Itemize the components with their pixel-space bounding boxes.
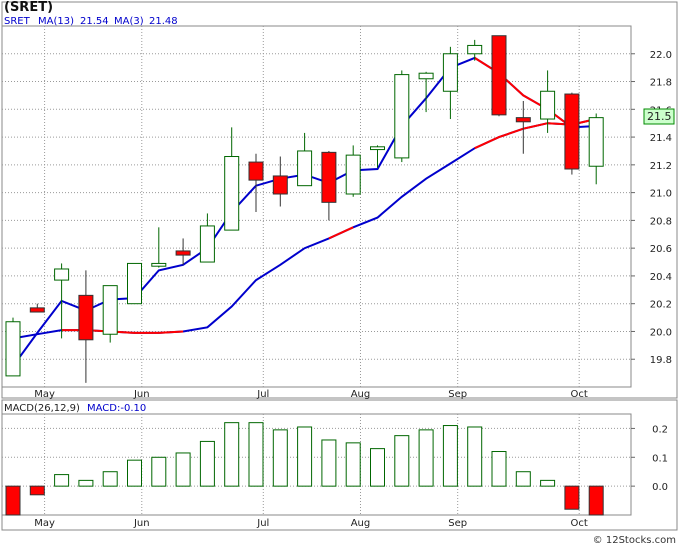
ma3-label: MA(3) bbox=[114, 16, 144, 27]
macd-x-tick-label: Sep bbox=[448, 518, 467, 529]
candle-down bbox=[564, 93, 580, 170]
macd-bar-positive bbox=[321, 439, 337, 487]
macd-bar-positive bbox=[515, 471, 531, 487]
price-candles bbox=[5, 35, 604, 383]
candle-up bbox=[5, 321, 21, 377]
candle-down bbox=[491, 35, 507, 116]
ma3-declining-segment bbox=[474, 57, 573, 129]
macd-bar-negative bbox=[5, 485, 21, 516]
price-y-tick-label: 19.8 bbox=[650, 355, 672, 366]
price-y-tick-label: 20.8 bbox=[650, 216, 672, 227]
macd-bar-positive bbox=[467, 426, 483, 487]
macd-bar-positive bbox=[394, 435, 410, 487]
macd-bar-positive bbox=[102, 471, 118, 487]
macd-y-tick-label: 0.1 bbox=[652, 453, 668, 464]
macd-histogram bbox=[5, 422, 604, 516]
candle-up bbox=[370, 146, 385, 151]
candle-up bbox=[151, 262, 167, 267]
macd-x-tick-label: Jul bbox=[256, 518, 269, 529]
price-plot-area bbox=[1, 25, 632, 388]
price-x-tick-label: Oct bbox=[571, 389, 588, 400]
price-y-tick-label: 20.0 bbox=[650, 327, 672, 338]
macd-x-tick-label: May bbox=[34, 518, 55, 529]
price-y-tick-label: 21.8 bbox=[650, 78, 672, 89]
candle-down bbox=[321, 151, 337, 203]
candle-up bbox=[199, 225, 215, 263]
candle-up bbox=[224, 156, 240, 231]
price-y-tick-label: 21.4 bbox=[650, 133, 672, 144]
last-price-badge bbox=[643, 108, 675, 125]
candle-up bbox=[394, 74, 410, 159]
macd-bar-positive bbox=[442, 425, 458, 487]
macd-y-tick-label: 0.2 bbox=[652, 424, 668, 435]
price-y-tick-label: 21.2 bbox=[650, 161, 672, 172]
ma13-declining-segment bbox=[328, 226, 354, 240]
price-x-tick-label: May bbox=[34, 389, 55, 400]
ma13-label: MA(13) bbox=[38, 16, 74, 27]
macd-bar-positive bbox=[418, 429, 434, 487]
ma3-value: 21.48 bbox=[149, 16, 178, 27]
macd-x-tick-label: Jun bbox=[133, 518, 150, 529]
macd-bar-negative bbox=[588, 485, 604, 516]
price-x-axis: May Jun Jul Aug Sep Oct bbox=[34, 389, 588, 400]
macd-y-tick-label: 0.0 bbox=[652, 482, 668, 493]
macd-bar-positive bbox=[78, 479, 94, 487]
price-y-tick-label: 20.2 bbox=[650, 300, 672, 311]
candle-up bbox=[127, 262, 142, 305]
macd-title: MACD(26,12,9) bbox=[4, 403, 80, 414]
ticker-label: SRET bbox=[4, 16, 31, 27]
macd-x-tick-label: Aug bbox=[351, 518, 371, 529]
macd-bar-positive bbox=[151, 456, 167, 487]
price-x-tick-label: Aug bbox=[351, 389, 371, 400]
candle-down bbox=[175, 250, 191, 256]
price-y-tick-label: 20.4 bbox=[650, 272, 672, 283]
price-y-tick-label: 22.0 bbox=[650, 50, 672, 61]
macd-bar-positive bbox=[297, 426, 313, 487]
candle-up bbox=[345, 154, 361, 195]
macd-x-tick-label: Oct bbox=[571, 518, 588, 529]
price-x-tick-label: Jul bbox=[256, 389, 269, 400]
candle-up bbox=[540, 90, 556, 120]
macd-bar-positive bbox=[370, 448, 385, 487]
candle-down bbox=[29, 307, 45, 313]
macd-bar-positive bbox=[127, 459, 142, 487]
macd-bar-positive bbox=[272, 429, 288, 487]
macd-bar-positive bbox=[199, 440, 215, 487]
macd-bar-negative bbox=[564, 485, 580, 510]
macd-x-axis: May Jun Jul Aug Sep Oct bbox=[34, 518, 588, 529]
candle-up bbox=[588, 117, 604, 167]
candle-down bbox=[248, 161, 264, 181]
macd-bar-positive bbox=[540, 479, 556, 487]
candle-up bbox=[467, 44, 483, 55]
macd-bar-positive bbox=[224, 422, 240, 487]
watermark: © 12Stocks.com bbox=[593, 535, 676, 546]
candle-up bbox=[442, 53, 458, 92]
macd-bar-positive bbox=[345, 442, 361, 487]
price-x-tick-label: Jun bbox=[133, 389, 150, 400]
chart-title: (SRET) bbox=[4, 0, 53, 15]
candle-down bbox=[272, 175, 288, 195]
macd-bar-negative bbox=[29, 485, 45, 496]
price-x-tick-label: Sep bbox=[448, 389, 467, 400]
candle-down bbox=[515, 117, 531, 123]
macd-bar-positive bbox=[491, 451, 507, 487]
candle-up bbox=[418, 72, 434, 80]
candle-down bbox=[78, 294, 94, 341]
macd-bar-positive bbox=[175, 452, 191, 487]
last-price-value: 21.5 bbox=[647, 110, 672, 123]
macd-bar-positive bbox=[54, 474, 70, 487]
candle-up bbox=[102, 285, 118, 335]
macd-value-label: MACD:-0.10 bbox=[87, 403, 146, 414]
ma13-value: 21.54 bbox=[80, 16, 109, 27]
candle-up bbox=[54, 268, 70, 281]
macd-plot-area bbox=[1, 413, 632, 516]
price-y-tick-label: 20.6 bbox=[650, 244, 672, 255]
macd-y-axis: 0.2 0.1 0.0 bbox=[631, 424, 668, 493]
candle-up bbox=[297, 150, 313, 187]
price-y-tick-label: 21.0 bbox=[650, 189, 672, 200]
macd-bar-positive bbox=[248, 422, 264, 487]
